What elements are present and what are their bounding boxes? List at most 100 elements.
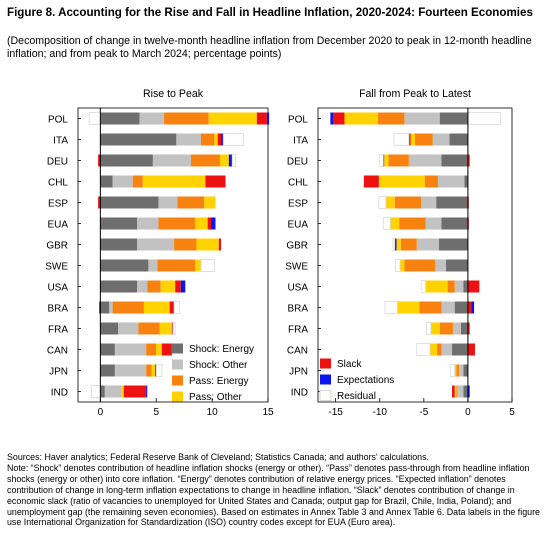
panel1-bar-gbr-pass-other [196,238,219,251]
panel2-bar-pol-pass-energy [377,112,405,125]
panel1-category-label-gbr: GBR [46,240,68,251]
panel1-bar-gbr-shock-energy [100,238,138,251]
panel1-bar-chl-pass-other [142,175,206,188]
panel1-bar-esp-pass-energy [177,196,205,209]
panel2-xtick-label-15: -15 [328,407,343,418]
panel1-category-label-pol: POL [48,114,68,125]
panel1-category-label-bra: BRA [47,303,68,314]
panel2-bar-fra-pass-energy [439,322,453,335]
panel2-bar-jpn-shock-other [459,364,464,377]
panel2-legend-swatch-expectations [320,374,331,385]
panel2-bar-gbr-shock-energy [438,238,468,251]
panel1-xtick-label-5: 5 [153,407,159,418]
panel1-bar-ita-slack [217,133,222,146]
panel2-legend-label-residual: Residual [337,391,376,402]
panel1-category-label-esp: ESP [48,198,68,209]
panel2-xtick-label-5: -5 [419,407,428,418]
panel2-bar-ind-shock-other [457,385,464,398]
panel1-category-label-eua: EUA [47,219,68,230]
panel1-bar-swe-residual [200,259,215,272]
panel1-bar-eua-expectations [211,217,216,230]
panel2-bar-swe-pass-energy [404,259,436,272]
panel1-title: Rise to Peak [143,88,204,100]
panel1-bar-usa-pass-other [160,280,176,293]
panel2-bar-eua-pass-other [390,217,400,230]
panel2-bar-gbr-pass-energy [400,238,417,251]
panel2-bar-jpn-pass-other [454,364,457,377]
panel2-legend-swatch-residual [319,390,332,401]
panel2-bar-usa-slack [467,280,480,293]
panel1-bar-eua-shock-energy [100,217,138,230]
panel2-category-label-gbr: GBR [286,240,308,251]
panel2-bar-pol-expectations [330,112,333,125]
panel1-xtick-label-15: 15 [262,407,274,418]
panel1-bar-ita-pass-energy [200,133,215,146]
panel2-bar-can-pass-other [429,343,438,356]
panel2-bar-fra-shock-energy [460,322,468,335]
panel2-category-label-fra: FRA [288,324,308,335]
panel2-category-label-deu: DEU [287,156,308,167]
panel1-bar-fra-residual [172,322,176,335]
panel1-bar-fra-shock-other [118,322,139,335]
panel1-bar-bra-pass-energy [112,301,144,314]
panel1-bar-deu-shock-other [152,154,191,167]
panel2-category-label-bra: BRA [287,303,308,314]
panel2-bar-fra-pass-other [430,322,440,335]
panel1-plot-frame [77,107,269,403]
panel1-xtick-label-0: 0 [98,407,104,418]
panel1-bar-ita-shock-energy [100,133,177,146]
panel1-bar-can-pass-other [156,343,162,356]
panel2-bar-chl-pass-other [378,175,425,188]
panel1-category-label-ind: IND [51,387,68,398]
panel1-bar-swe-pass-energy [157,259,196,272]
panel1-bar-ita-pass-other [214,133,218,146]
figure-subtitle: (Decomposition of change in twelve-month… [7,35,532,60]
panel2-bar-can-shock-energy [452,343,468,356]
panel2-category-label-can: CAN [287,345,308,356]
panel2-bar-jpn-residual [449,364,456,377]
panel2-bar-pol-shock-other [404,112,440,125]
panel2-category-label-ind: IND [291,387,308,398]
panel1-bar-eua-slack [207,217,211,230]
panel2-bar-gbr-shock-other [416,238,439,251]
panel1-legend-swatch-pass-other [172,391,183,402]
panel1-bar-esp-pass-other [204,196,216,209]
panel1-bar-usa-shock-energy [100,280,138,293]
panel1-bar-bra-expectations [99,301,101,314]
panel2-bar-eua-shock-other [425,217,442,230]
panel2-bar-usa-shock-energy [463,280,468,293]
panel2-bar-swe-shock-energy [445,259,468,272]
panel2-bar-fra-residual [426,322,432,335]
methodology-note: Note: “Shock” denotes contribution of he… [7,462,540,528]
panel2-category-label-eua: EUA [287,219,308,230]
panel1-bar-ind-shock-energy [100,385,105,398]
panel2-bar-ind-expectations [467,385,470,398]
panel1-bar-chl-shock-other [112,175,133,188]
panel1-bar-jpn-shock-other [114,364,147,377]
panel2-title: Fall from Peak to Latest [359,88,471,100]
panel1-bar-jpn-pass-other [151,364,156,377]
charts-canvas: Rise to Peak POL ITA DEU CHL ESP EUA GBR SWE USA B… [45,88,515,418]
panel1-bar-pol-pass-other [208,112,257,125]
panel1-bar-gbr-pass-energy [174,238,197,251]
panel1-bar-swe-pass-other [195,259,201,272]
panel2-bar-bra-expectations [471,301,475,314]
panel2-bar-bra-slack [467,301,472,314]
panel2-bar-deu-expectations [383,154,385,167]
panel2-bar-pol-shock-energy [439,112,468,125]
panel1-bar-usa-pass-energy [147,280,161,293]
panel2-bar-deu-residual [379,154,384,167]
panel2-bar-bra-shock-energy [454,301,468,314]
panel2-bar-ita-slack [409,133,411,146]
panel2-bar-ind-pass-other [454,385,457,398]
panel1-legend-swatch-shock-other [172,359,183,370]
panel1-bar-pol-shock-energy [100,112,140,125]
panel1-bar-usa-slack [175,280,181,293]
panel2-plot-frame [317,107,513,403]
panel1-bar-usa-expectations [180,280,186,293]
panel2-xtick-label-5: 5 [509,407,515,418]
panel1-bar-eua-pass-energy [158,217,196,230]
panel2-bar-deu-slack [467,154,470,167]
panel2-legend-label-slack: Slack [337,359,362,370]
panel2-legend-swatch-slack [320,358,331,369]
